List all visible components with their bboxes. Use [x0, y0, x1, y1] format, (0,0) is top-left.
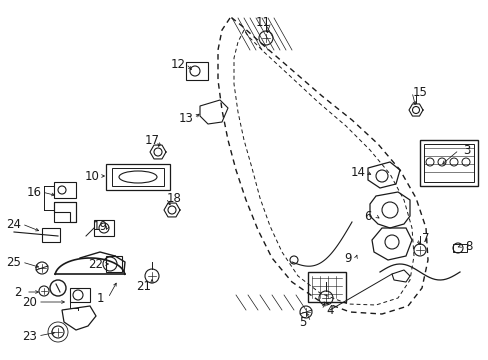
Text: 13: 13: [178, 112, 193, 125]
Bar: [185, 62, 207, 80]
Text: 23: 23: [22, 329, 38, 342]
Text: 15: 15: [412, 85, 427, 99]
Bar: [106, 256, 122, 272]
Text: 17: 17: [144, 134, 159, 147]
Text: 5: 5: [299, 315, 306, 328]
Bar: [419, 140, 477, 186]
Text: 20: 20: [22, 296, 38, 309]
Text: 22: 22: [88, 257, 103, 270]
Bar: [54, 202, 76, 222]
Text: 21: 21: [136, 279, 151, 292]
Text: 12: 12: [170, 58, 185, 71]
Bar: [452, 244, 466, 252]
Bar: [307, 272, 346, 302]
Text: 7: 7: [421, 231, 429, 244]
Bar: [70, 288, 90, 302]
Text: 4: 4: [325, 303, 333, 316]
Bar: [106, 164, 170, 190]
Text: 6: 6: [364, 210, 371, 222]
Bar: [94, 220, 114, 236]
Text: 9: 9: [344, 252, 351, 265]
Bar: [423, 144, 473, 182]
Text: 24: 24: [6, 217, 21, 230]
Text: 10: 10: [84, 170, 99, 183]
Text: 11: 11: [255, 15, 270, 28]
Bar: [112, 168, 163, 186]
Text: 8: 8: [465, 239, 472, 252]
Text: 18: 18: [166, 192, 181, 204]
Text: 16: 16: [26, 185, 41, 198]
Text: 25: 25: [6, 256, 21, 269]
Text: 19: 19: [92, 220, 107, 233]
Text: 2: 2: [14, 285, 21, 298]
Bar: [42, 228, 60, 242]
Bar: [54, 182, 76, 198]
Text: 1: 1: [96, 292, 103, 305]
Text: 14: 14: [350, 166, 365, 179]
Text: 3: 3: [462, 144, 470, 157]
